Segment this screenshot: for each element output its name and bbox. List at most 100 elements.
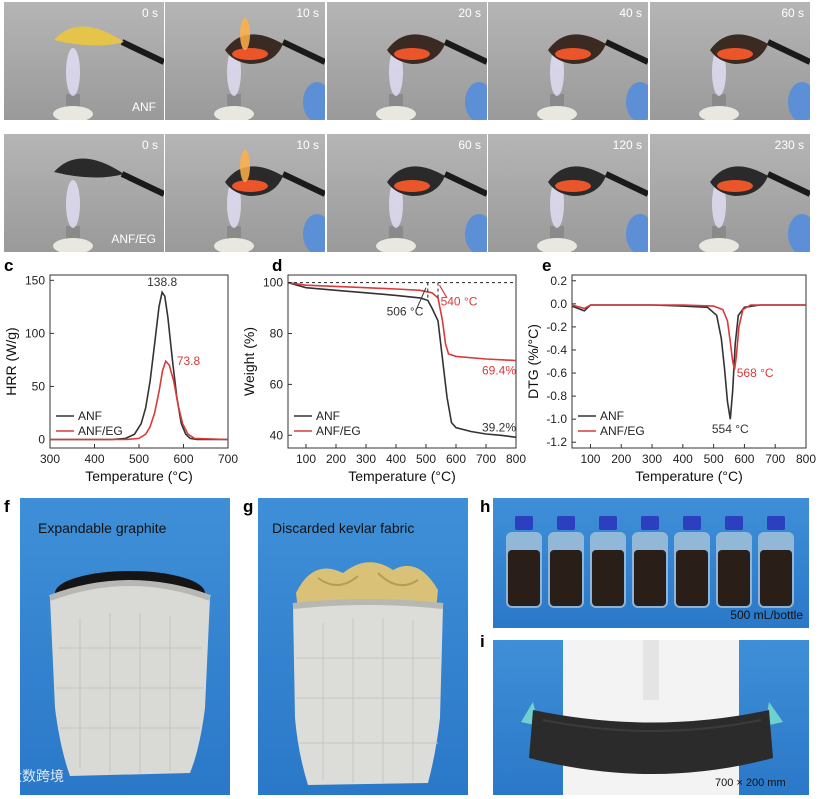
- time-label-a-1: 10 s: [296, 6, 319, 20]
- bottle-0: [506, 516, 542, 608]
- burn-scene-a-1: [214, 18, 325, 120]
- x-tick-label: 500: [704, 452, 724, 466]
- svg-text:138.8: 138.8: [147, 275, 177, 289]
- plot-frame-d: [287, 274, 517, 449]
- y-tick-label: 40: [270, 428, 284, 442]
- x-tick-label: 100: [580, 452, 600, 466]
- burn-photo-a-2: 20 s: [327, 2, 487, 120]
- legend-label: ANF: [600, 409, 624, 423]
- time-label-b-1: 10 s: [296, 138, 319, 152]
- svg-text:568 °C: 568 °C: [737, 366, 774, 380]
- burn-scene-a-0: [53, 26, 164, 120]
- x-tick-label: 800: [506, 452, 526, 466]
- time-label-a-0: 0 s: [141, 6, 158, 20]
- burn-scene-a-4: [699, 34, 810, 120]
- x-axis-label: Temperature (°C): [85, 468, 193, 484]
- y-tick-label: 80: [270, 327, 284, 341]
- x-tick-label: 100: [296, 452, 316, 466]
- photo-expandable-graphite: Expandable graphite 大数跨境: [20, 498, 230, 795]
- burn-photo-a-0: 0 s ANF: [4, 2, 164, 120]
- x-tick-label: 600: [173, 452, 193, 466]
- film-image: [521, 640, 783, 795]
- y-tick-label: 0.2: [550, 274, 567, 288]
- burn-photo-b-0: 0 s ANF/EG: [4, 134, 164, 252]
- legend-label: ANF/EG: [78, 424, 123, 438]
- burn-scene-b-4: [699, 166, 810, 252]
- series-line-anfeg: [287, 281, 517, 362]
- plot-frame-e: [571, 274, 807, 449]
- time-label-a-3: 40 s: [619, 6, 642, 20]
- burn-photo-a-1: 10 s: [165, 2, 325, 120]
- x-tick-label: 500: [129, 452, 149, 466]
- caption-expandable-graphite: Expandable graphite: [38, 520, 167, 536]
- x-tick-label: 700: [765, 452, 785, 466]
- series-line-anfeg: [571, 304, 806, 370]
- y-tick-label: -0.4: [546, 343, 567, 357]
- chart-e: 100 200 300 400 500 600 700 800 0.2 0.0 -0.2 -0.4 -0…: [525, 274, 816, 484]
- x-tick-label: 500: [416, 452, 436, 466]
- time-label-a-4: 60 s: [781, 6, 804, 20]
- burn-photo-b-4: 230 s: [650, 134, 810, 252]
- panel-label-i: i: [480, 632, 485, 651]
- material-label-a: ANF: [132, 100, 156, 114]
- svg-text:69.4%: 69.4%: [482, 363, 516, 377]
- caption-kevlar-fabric: Discarded kevlar fabric: [272, 520, 415, 536]
- y-axis-label: HRR (W/g): [3, 327, 19, 395]
- burn-photo-b-3: 120 s: [488, 134, 648, 252]
- chart-d: 100 200 300 400 500 600 700 800 40 60 80 100 Tempera…: [241, 274, 526, 484]
- time-label-a-2: 20 s: [458, 6, 481, 20]
- caption-bottle-volume: 500 mL/bottle: [730, 608, 803, 622]
- legend-label: ANF: [316, 409, 340, 423]
- chart-c: 300 400 500 600 700 0 50 100 150 Temperature (°C)…: [3, 273, 238, 484]
- y-tick-label: 60: [270, 377, 284, 391]
- y-axis-label: Weight (%): [241, 327, 257, 396]
- panel-label-g: g: [243, 497, 254, 516]
- y-tick-label: 0.0: [550, 297, 567, 311]
- graphite-bag-image: [48, 571, 212, 776]
- y-tick-label: 150: [25, 273, 45, 287]
- y-tick-label: -0.2: [546, 320, 567, 334]
- svg-text:73.8: 73.8: [177, 354, 201, 368]
- series-line-anfeg: [50, 359, 229, 441]
- x-tick-label: 300: [356, 452, 376, 466]
- x-tick-label: 300: [642, 452, 662, 466]
- burn-scene-a-2: [376, 34, 487, 120]
- x-tick-label: 400: [673, 452, 693, 466]
- panel-label-d: d: [272, 256, 283, 275]
- y-tick-label: -0.8: [546, 389, 567, 403]
- x-tick-label: 400: [386, 452, 406, 466]
- bottle-5: [716, 516, 752, 608]
- panel-label-c: c: [4, 256, 14, 275]
- svg-text:554 °C: 554 °C: [712, 422, 749, 436]
- y-tick-label: -1.0: [546, 412, 567, 426]
- time-label-b-4: 230 s: [774, 138, 804, 152]
- bottles-image: [506, 516, 794, 608]
- panel-label-h: h: [480, 497, 491, 516]
- y-tick-label: 50: [32, 379, 46, 393]
- burn-scene-b-0: [53, 158, 164, 252]
- svg-text:506 °C: 506 °C: [387, 305, 424, 319]
- x-axis-label: Temperature (°C): [348, 468, 456, 484]
- time-label-b-0: 0 s: [141, 138, 158, 152]
- legend-label: ANF/EG: [316, 424, 361, 438]
- bottle-1: [548, 516, 584, 608]
- burn-scene-a-3: [537, 34, 648, 120]
- charts-area: 300 400 500 600 700 0 50 100 150 Temperature (°C)…: [3, 273, 816, 484]
- x-tick-label: 800: [796, 452, 816, 466]
- burn-photo-a-4: 60 s: [650, 2, 810, 120]
- bottle-2: [590, 516, 626, 608]
- x-tick-label: 300: [40, 452, 60, 466]
- plot-frame-c: [49, 274, 229, 449]
- burn-scene-b-3: [537, 166, 648, 252]
- burn-photo-b-2: 60 s: [327, 134, 487, 252]
- x-tick-label: 200: [611, 452, 631, 466]
- bottle-4: [674, 516, 710, 608]
- material-label-b: ANF/EG: [111, 232, 156, 246]
- series-line-anf: [50, 290, 228, 441]
- y-axis-label: DTG (%/°C): [525, 324, 541, 399]
- burn-scene-b-1: [214, 150, 325, 252]
- x-tick-label: 700: [218, 452, 238, 466]
- time-label-b-2: 60 s: [458, 138, 481, 152]
- legend-label: ANF/EG: [600, 424, 645, 438]
- x-tick-label: 200: [326, 452, 346, 466]
